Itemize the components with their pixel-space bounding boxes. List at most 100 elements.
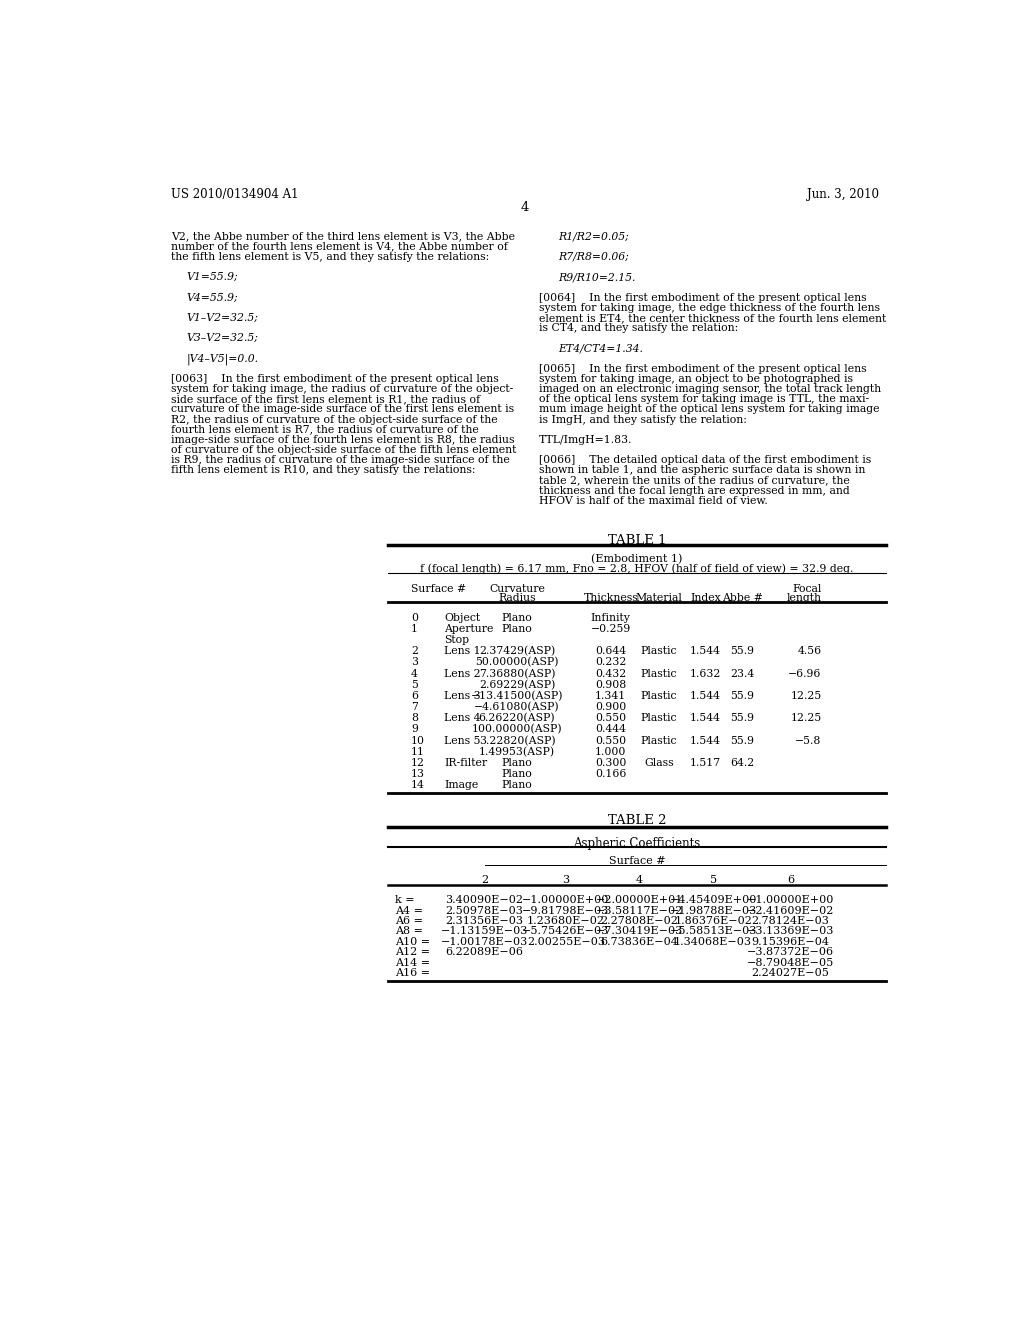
Text: 2.00255E−03: 2.00255E−03 (527, 937, 605, 946)
Text: 1.544: 1.544 (690, 647, 721, 656)
Text: Lens 4: Lens 4 (444, 713, 480, 723)
Text: is ImgH, and they satisfy the relation:: is ImgH, and they satisfy the relation: (539, 414, 746, 425)
Text: −5.8: −5.8 (796, 735, 821, 746)
Text: V4=55.9;: V4=55.9; (186, 293, 238, 302)
Text: −1.13159E−03: −1.13159E−03 (440, 927, 528, 936)
Text: A10 =: A10 = (395, 937, 430, 946)
Text: R1/R2=0.05;: R1/R2=0.05; (558, 231, 629, 242)
Text: A12 =: A12 = (395, 948, 430, 957)
Text: [0066]    The detailed optical data of the first embodiment is: [0066] The detailed optical data of the … (539, 455, 871, 465)
Text: (Embodiment 1): (Embodiment 1) (592, 554, 683, 565)
Text: Lens 5: Lens 5 (444, 735, 480, 746)
Text: table 2, wherein the units of the radius of curvature, the: table 2, wherein the units of the radius… (539, 475, 850, 486)
Text: 4: 4 (411, 668, 418, 678)
Text: −9.81798E−03: −9.81798E−03 (522, 906, 609, 916)
Text: Plastic: Plastic (641, 690, 677, 701)
Text: 6.73836E−04: 6.73836E−04 (600, 937, 679, 946)
Text: side surface of the first lens element is R1, the radius of: side surface of the first lens element i… (171, 395, 480, 404)
Text: 13: 13 (411, 770, 425, 779)
Text: imaged on an electronic imaging sensor, the total track length: imaged on an electronic imaging sensor, … (539, 384, 881, 393)
Text: Radius: Radius (499, 593, 536, 603)
Text: 2: 2 (481, 875, 488, 886)
Text: −1.98788E−03: −1.98788E−03 (670, 906, 757, 916)
Text: Jun. 3, 2010: Jun. 3, 2010 (807, 187, 879, 201)
Text: 23.4: 23.4 (730, 668, 755, 678)
Text: Plano: Plano (502, 624, 532, 634)
Text: Plano: Plano (502, 758, 532, 768)
Text: Curvature: Curvature (489, 585, 545, 594)
Text: −4.61080(ASP): −4.61080(ASP) (474, 702, 560, 713)
Text: k =: k = (395, 895, 415, 906)
Text: Infinity: Infinity (591, 612, 631, 623)
Text: 3: 3 (562, 875, 569, 886)
Text: 6.22089E−06: 6.22089E−06 (445, 948, 523, 957)
Text: 7: 7 (411, 702, 418, 711)
Text: 0.444: 0.444 (595, 725, 627, 734)
Text: number of the fourth lens element is V4, the Abbe number of: number of the fourth lens element is V4,… (171, 242, 508, 252)
Text: 1.23680E−02: 1.23680E−02 (527, 916, 605, 927)
Text: −2.00000E+01: −2.00000E+01 (596, 895, 683, 906)
Text: A14 =: A14 = (395, 958, 430, 968)
Text: Material: Material (636, 593, 682, 603)
Text: 2.69229(ASP): 2.69229(ASP) (479, 680, 555, 690)
Text: 1.544: 1.544 (690, 690, 721, 701)
Text: 2: 2 (411, 647, 418, 656)
Text: the fifth lens element is V5, and they satisfy the relations:: the fifth lens element is V5, and they s… (171, 252, 488, 261)
Text: V1=55.9;: V1=55.9; (186, 272, 238, 282)
Text: of curvature of the object-side surface of the fifth lens element: of curvature of the object-side surface … (171, 445, 516, 455)
Text: A8 =: A8 = (395, 927, 423, 936)
Text: Lens 3: Lens 3 (444, 690, 481, 701)
Text: element is ET4, the center thickness of the fourth lens element: element is ET4, the center thickness of … (539, 313, 886, 323)
Text: system for taking image, an object to be photographed is: system for taking image, an object to be… (539, 374, 853, 384)
Text: Plastic: Plastic (641, 668, 677, 678)
Text: −2.41609E−02: −2.41609E−02 (746, 906, 835, 916)
Text: 14: 14 (411, 780, 425, 791)
Text: length: length (786, 593, 821, 603)
Text: 1.49953(ASP): 1.49953(ASP) (479, 747, 555, 756)
Text: 6.26220(ASP): 6.26220(ASP) (479, 713, 555, 723)
Text: is R9, the radius of curvature of the image-side surface of the: is R9, the radius of curvature of the im… (171, 455, 509, 465)
Text: 0.550: 0.550 (595, 735, 627, 746)
Text: 2.31356E−03: 2.31356E−03 (445, 916, 523, 927)
Text: shown in table 1, and the aspheric surface data is shown in: shown in table 1, and the aspheric surfa… (539, 466, 865, 475)
Text: 11: 11 (411, 747, 425, 756)
Text: mum image height of the optical lens system for taking image: mum image height of the optical lens sys… (539, 404, 880, 414)
Text: [0065]    In the first embodiment of the present optical lens: [0065] In the first embodiment of the pr… (539, 364, 866, 374)
Text: 1.86376E−02: 1.86376E−02 (674, 916, 752, 927)
Text: 6: 6 (411, 690, 418, 701)
Text: TABLE 1: TABLE 1 (608, 535, 667, 548)
Text: −13.41500(ASP): −13.41500(ASP) (471, 690, 563, 701)
Text: −1.00000E+00: −1.00000E+00 (746, 895, 835, 906)
Text: R2, the radius of curvature of the object-side surface of the: R2, the radius of curvature of the objec… (171, 414, 498, 425)
Text: 0.300: 0.300 (595, 758, 627, 768)
Text: Plastic: Plastic (641, 647, 677, 656)
Text: Surface #: Surface # (609, 857, 666, 866)
Text: Stop: Stop (444, 635, 469, 645)
Text: Plastic: Plastic (641, 713, 677, 723)
Text: 10: 10 (411, 735, 425, 746)
Text: Focal: Focal (793, 585, 821, 594)
Text: 1.341: 1.341 (595, 690, 627, 701)
Text: 1.517: 1.517 (690, 758, 721, 768)
Text: Plano: Plano (502, 612, 532, 623)
Text: R7/R8=0.06;: R7/R8=0.06; (558, 252, 629, 261)
Text: −6.96: −6.96 (788, 668, 821, 678)
Text: A6 =: A6 = (395, 916, 423, 927)
Text: 2.78124E−03: 2.78124E−03 (752, 916, 829, 927)
Text: 9.15396E−04: 9.15396E−04 (752, 937, 829, 946)
Text: 0.644: 0.644 (595, 647, 627, 656)
Text: 1: 1 (411, 624, 418, 634)
Text: TABLE 2: TABLE 2 (608, 814, 667, 828)
Text: Aspheric Coefficients: Aspheric Coefficients (573, 837, 700, 850)
Text: 1.544: 1.544 (690, 735, 721, 746)
Text: US 2010/0134904 A1: US 2010/0134904 A1 (171, 187, 298, 201)
Text: −1.00178E−03: −1.00178E−03 (441, 937, 528, 946)
Text: curvature of the image-side surface of the first lens element is: curvature of the image-side surface of t… (171, 404, 514, 414)
Text: 7.36880(ASP): 7.36880(ASP) (479, 668, 555, 678)
Text: −7.30419E−03: −7.30419E−03 (596, 927, 683, 936)
Text: Thickness: Thickness (584, 593, 638, 603)
Text: 12.25: 12.25 (791, 713, 821, 723)
Text: 4: 4 (520, 201, 529, 214)
Text: Index: Index (690, 593, 721, 603)
Text: 3: 3 (411, 657, 418, 668)
